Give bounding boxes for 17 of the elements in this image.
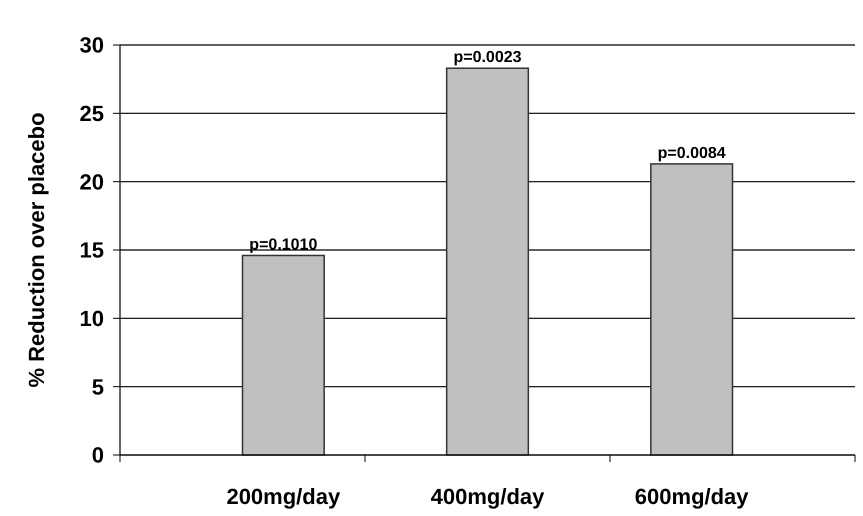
y-tick-label: 0 xyxy=(92,442,104,468)
y-axis-title: % Reduction over placebo xyxy=(24,112,49,388)
x-tick-label: 200mg/day xyxy=(226,484,341,509)
x-tick-label: 400mg/day xyxy=(430,484,546,509)
annotation: p=0.0084 xyxy=(658,144,726,162)
y-tick-label: 30 xyxy=(80,32,104,58)
annotation: p=0.0023 xyxy=(453,49,522,66)
y-tick-label: 15 xyxy=(80,238,104,263)
y-tick-label: 5 xyxy=(92,374,104,400)
bar xyxy=(650,163,734,456)
annotation: p=0.1010 xyxy=(249,236,318,254)
x-tick-label: 600mg/day xyxy=(634,484,750,509)
y-tick-label: 10 xyxy=(80,306,104,332)
y-tick-label: 25 xyxy=(80,101,104,126)
y-tick-label: 20 xyxy=(80,169,104,194)
bar xyxy=(446,67,530,456)
bar xyxy=(242,254,325,456)
